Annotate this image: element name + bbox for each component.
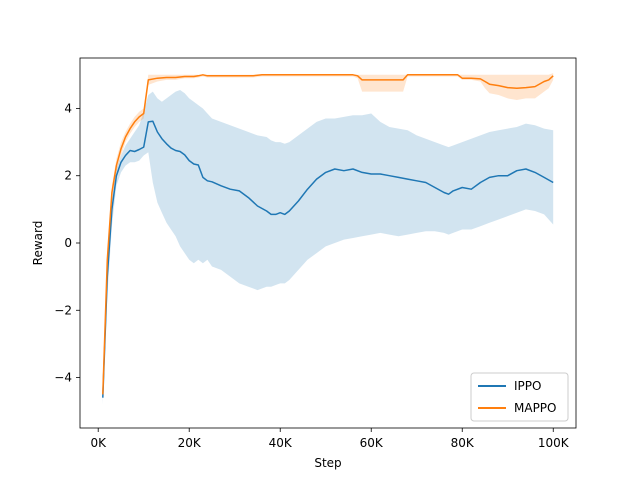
x-tick-label: 80K xyxy=(451,436,475,450)
x-tick-label: 20K xyxy=(178,436,202,450)
y-tick-label: −4 xyxy=(54,371,72,385)
y-tick-label: −2 xyxy=(54,303,72,317)
x-tick-label: 60K xyxy=(360,436,384,450)
x-axis-label: Step xyxy=(314,456,341,470)
line-ippo xyxy=(102,120,554,398)
y-axis-ticks: −4 −2 0 2 4 xyxy=(54,101,80,385)
line-mappo xyxy=(102,74,554,395)
legend: IPPO MAPPO xyxy=(470,372,569,422)
x-tick-label: 0K xyxy=(90,436,107,450)
legend-label-mappo: MAPPO xyxy=(514,401,556,415)
y-tick-label: 4 xyxy=(64,101,72,115)
x-tick-label: 40K xyxy=(269,436,293,450)
x-axis-ticks: 0K 20K 40K 60K 80K 100K xyxy=(90,428,570,450)
band-ippo xyxy=(102,90,554,405)
y-axis-label: Reward xyxy=(31,221,45,266)
legend-label-ippo: IPPO xyxy=(514,379,541,393)
series-lines xyxy=(102,74,554,398)
x-tick-label: 100K xyxy=(538,436,570,450)
y-tick-label: 0 xyxy=(64,236,72,250)
y-tick-label: 2 xyxy=(64,169,72,183)
confidence-bands xyxy=(102,73,554,405)
